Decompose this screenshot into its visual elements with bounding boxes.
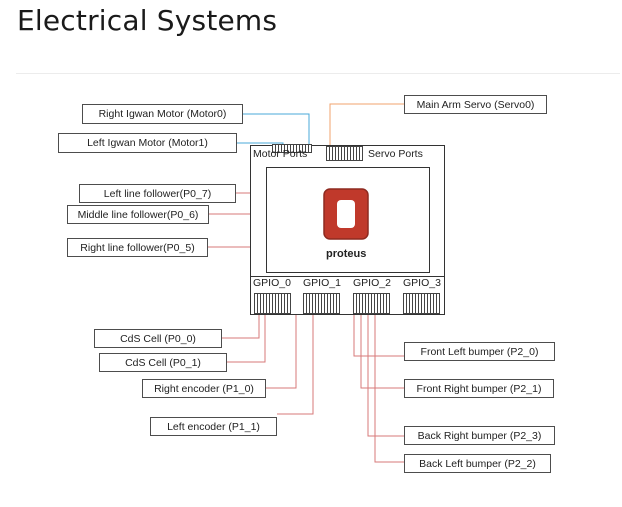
label-front-right-bumper: Front Right bumper (P2_1) (404, 379, 554, 398)
label-right-igwan-motor: Right Igwan Motor (Motor0) (82, 104, 243, 124)
wire-cds-1 (227, 314, 266, 363)
gpio-0-label: GPIO_0 (253, 277, 291, 289)
servo-ports-label: Servo Ports (368, 148, 423, 160)
label-cds-cell-0: CdS Cell (P0_0) (94, 329, 222, 348)
wire-front-left-bumper (353, 314, 404, 357)
label-cds-cell-1: CdS Cell (P0_1) (99, 353, 227, 372)
wire-left-encoder (277, 314, 314, 415)
label-back-left-bumper: Back Left bumper (P2_2) (404, 454, 551, 473)
motor-ports-label: Motor Ports (253, 148, 308, 160)
wire-right-encoder (266, 314, 297, 389)
wire-cds-0 (222, 314, 260, 339)
ohio-state-o-logo (323, 188, 369, 240)
board-screen (266, 167, 430, 273)
label-left-encoder: Left encoder (P1_1) (150, 417, 277, 436)
page-title: Electrical Systems (17, 4, 278, 37)
gpio-2-label: GPIO_2 (353, 277, 391, 289)
gpio-1-connector (303, 293, 340, 314)
gpio-0-connector (254, 293, 291, 314)
label-right-encoder: Right encoder (P1_0) (142, 379, 266, 398)
gpio-2-connector (353, 293, 390, 314)
label-back-right-bumper: Back Right bumper (P2_3) (404, 426, 555, 445)
label-left-line-follower: Left line follower(P0_7) (79, 184, 236, 203)
label-right-line-follower: Right line follower(P0_5) (67, 238, 208, 257)
gpio-3-label: GPIO_3 (403, 277, 441, 289)
gpio-separator (250, 276, 445, 277)
wire-back-left-bumper (374, 314, 404, 463)
wire-front-right-bumper (360, 314, 404, 389)
servo-port-connector (326, 146, 363, 161)
gpio-3-connector (403, 293, 440, 314)
wire-servo (329, 103, 404, 146)
label-middle-line-follower: Middle line follower(P0_6) (67, 205, 209, 224)
proteus-logo-text: proteus (326, 248, 367, 260)
label-front-left-bumper: Front Left bumper (P2_0) (404, 342, 555, 361)
wire-right-motor (243, 113, 310, 145)
label-main-arm-servo: Main Arm Servo (Servo0) (404, 95, 547, 114)
label-left-igwan-motor: Left Igwan Motor (Motor1) (58, 133, 237, 153)
wire-back-right-bumper (367, 314, 404, 437)
gpio-1-label: GPIO_1 (303, 277, 341, 289)
divider (16, 73, 620, 74)
motor-port-connector (272, 144, 312, 153)
